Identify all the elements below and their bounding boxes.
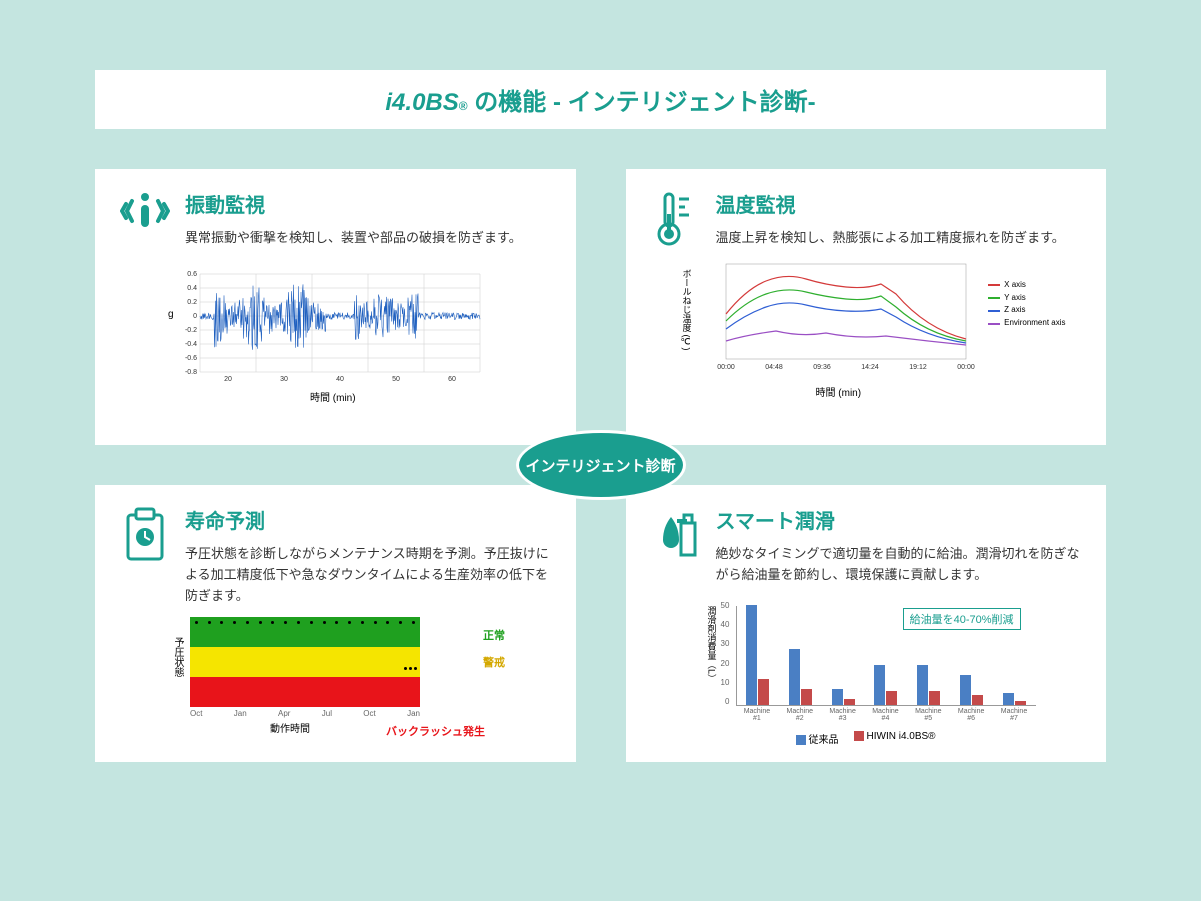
svg-text:14:24: 14:24 xyxy=(861,364,879,371)
vibration-title: 振動監視 xyxy=(185,189,551,218)
card-life: 寿命予測 予圧状態を診断しながらメンテナンス時期を予測。予圧抜けによる加工精度低… xyxy=(95,485,576,761)
lube-legend: 従来品 HIWIN i4.0BS® xyxy=(796,731,936,746)
svg-text:09:36: 09:36 xyxy=(813,364,831,371)
svg-text:-0.2: -0.2 xyxy=(185,327,197,334)
svg-text:50: 50 xyxy=(392,376,400,383)
svg-text:00:00: 00:00 xyxy=(957,364,975,371)
life-chart: 予圧状態 OctJanAprJulOctJan 動作時間 正常 警戒 バックラッ… xyxy=(165,617,505,747)
center-badge: インテリジェント診断 xyxy=(516,430,686,500)
card-lube: スマート潤滑 絶妙なタイミングで適切量を自動的に給油。潤滑切れを防ぎながら給油量… xyxy=(626,485,1107,761)
svg-text:-0.6: -0.6 xyxy=(185,355,197,362)
life-ylabel: 予圧状態 xyxy=(170,637,185,677)
vibration-icon xyxy=(120,189,170,430)
svg-text:-0.8: -0.8 xyxy=(185,369,197,376)
life-xlabel: 動作時間 xyxy=(270,720,310,735)
temperature-desc: 温度上昇を検知し、熱膨張による加工精度振れを防ぎます。 xyxy=(716,228,1082,249)
life-title: 寿命予測 xyxy=(185,505,551,534)
svg-text:0: 0 xyxy=(193,313,197,320)
temperature-title: 温度監視 xyxy=(716,189,1082,218)
svg-text:40: 40 xyxy=(336,376,344,383)
card-grid: 振動監視 異常振動や衝撃を検知し、装置や部品の破損を防ぎます。 g -0.8 -0… xyxy=(95,169,1106,762)
page-title: の機能 - インテリジェント診断- xyxy=(468,89,816,116)
life-backlash-label: バックラッシュ発生 xyxy=(386,723,485,739)
clipboard-icon xyxy=(120,505,170,746)
vibration-xlabel: 時間 (min) xyxy=(310,389,356,404)
svg-text:-0.4: -0.4 xyxy=(185,341,197,348)
lube-callout: 給油量を40-70%削減 xyxy=(903,608,1021,630)
svg-text:00:00: 00:00 xyxy=(717,364,735,371)
vibration-desc: 異常振動や衝撃を検知し、装置や部品の破損を防ぎます。 xyxy=(185,228,551,249)
temperature-chart: ボールねじ温度 (℃) 00:0004:4809:3614:2419:1200:… xyxy=(686,259,1066,399)
svg-text:60: 60 xyxy=(448,376,456,383)
lube-ylabel: 潤滑剤消費量（L） xyxy=(706,606,719,683)
logo-text: i4.0BS xyxy=(385,89,458,116)
temperature-legend: X axisY axisZ axisEnvironment axis xyxy=(988,279,1065,330)
lube-desc: 絶妙なタイミングで適切量を自動的に給油。潤滑切れを防ぎながら給油量を節約し、環境… xyxy=(716,544,1082,586)
lube-title: スマート潤滑 xyxy=(716,505,1082,534)
card-vibration: 振動監視 異常振動や衝撃を検知し、装置や部品の破損を防ぎます。 g -0.8 -0… xyxy=(95,169,576,445)
svg-text:0.2: 0.2 xyxy=(187,299,197,306)
vibration-chart: g -0.8-0.6-0.4-0.200.20.40.6 2030405060 … xyxy=(180,259,500,389)
svg-text:20: 20 xyxy=(224,376,232,383)
temperature-xlabel: 時間 (min) xyxy=(816,384,862,399)
svg-text:0.4: 0.4 xyxy=(187,285,197,292)
card-temperature: 温度監視 温度上昇を検知し、熱膨張による加工精度振れを防ぎます。 ボールねじ温度… xyxy=(626,169,1107,445)
life-desc: 予圧状態を診断しながらメンテナンス時期を予測。予圧抜けによる加工精度低下や急なダ… xyxy=(185,544,551,606)
svg-text:19:12: 19:12 xyxy=(909,364,927,371)
oil-icon xyxy=(651,505,701,746)
svg-text:04:48: 04:48 xyxy=(765,364,783,371)
registered-mark: ® xyxy=(459,99,468,113)
svg-text:0.6: 0.6 xyxy=(187,271,197,278)
svg-text:30: 30 xyxy=(280,376,288,383)
vibration-ylabel: g xyxy=(168,309,174,320)
life-legend: 正常 警戒 xyxy=(483,623,505,678)
temperature-ylabel: ボールねじ温度 (℃) xyxy=(681,269,694,351)
lube-chart: 潤滑剤消費量（L） 50403020100 Machine#1Machine#2… xyxy=(706,596,1066,746)
title-bar: i4.0BS® の機能 - インテリジェント診断- xyxy=(95,70,1106,129)
